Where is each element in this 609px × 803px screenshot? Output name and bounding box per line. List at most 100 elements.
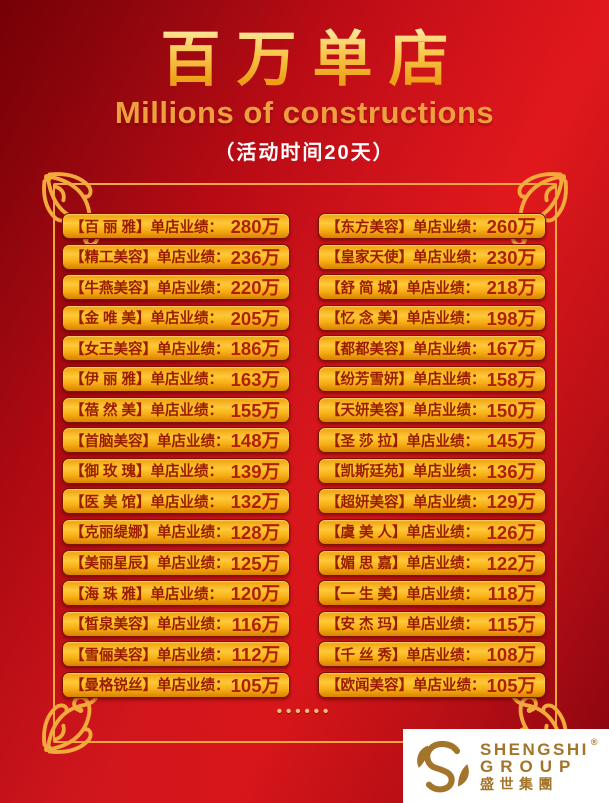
store-name-label: 【忆 念 美】单店业绩： xyxy=(326,311,480,328)
store-result-badge: 【东方美容】单店业绩： 260万 xyxy=(318,213,546,239)
store-name-label: 【百 丽 雅】单店业绩： xyxy=(70,219,224,236)
store-name-label: 【精工美容】单店业绩： xyxy=(70,250,230,267)
store-name-label: 【曼格锐丝】单店业绩： xyxy=(70,678,230,695)
store-performance-value: 167万 xyxy=(486,338,536,360)
store-result-badge: 【虞 美 人】单店业绩： 126万 xyxy=(318,518,546,545)
store-result-badge: 【首脑美容】单店业绩： 148万 xyxy=(62,427,290,454)
store-result-badge: 【圣 莎 拉】单店业绩： 145万 xyxy=(318,427,546,454)
page-title: 百万单店 xyxy=(16,28,609,91)
store-name-label: 【纷芳雪妍】单店业绩： xyxy=(326,372,486,389)
page-subtitle: Millions of constructions xyxy=(114,95,495,130)
logo-text: SHENGSHI ® GROUP 盛世集團 xyxy=(480,736,600,793)
store-result-badge: 【蓓 然 美】单店业绩： 155万 xyxy=(62,396,290,423)
store-performance-value: 220万 xyxy=(230,277,280,299)
store-performance-value: 126万 xyxy=(486,521,536,543)
store-performance-value: 155万 xyxy=(230,399,280,421)
store-name-label: 【美丽星辰】单店业绩： xyxy=(70,556,230,573)
store-name-label: 【御 玫 瑰】单店业绩： xyxy=(70,464,224,481)
store-name-label: 【都都美容】单店业绩： xyxy=(326,341,486,358)
poster-header: 百万单店 Millions of constructions （活动时间20天） xyxy=(0,28,609,165)
store-performance-value: 112万 xyxy=(231,644,280,666)
store-performance-value: 105万 xyxy=(230,674,280,696)
store-performance-value: 139万 xyxy=(230,460,280,482)
store-name-label: 【虞 美 人】单店业绩： xyxy=(326,525,480,542)
store-name-label: 【欧闻美容】单店业绩： xyxy=(326,678,486,695)
store-name-label: 【首脑美容】单店业绩： xyxy=(70,433,230,450)
store-performance-value: 198万 xyxy=(486,307,536,329)
store-name-label: 【东方美容】单店业绩： xyxy=(326,219,486,236)
activity-period-note: （活动时间20天） xyxy=(214,142,395,164)
store-name-label: 【皇家天使】单店业绩： xyxy=(326,250,486,267)
store-name-label: 【海 珠 雅】单店业绩： xyxy=(70,586,224,603)
store-performance-value: 129万 xyxy=(486,491,536,513)
store-result-badge: 【牛燕美容】单店业绩： 220万 xyxy=(62,274,290,301)
store-name-label: 【女王美容】单店业绩： xyxy=(70,341,230,358)
store-performance-value: 120万 xyxy=(230,583,280,605)
company-logo: SHENGSHI ® GROUP 盛世集團 xyxy=(403,729,609,803)
store-result-badge: 【凯斯廷苑】单店业绩： 136万 xyxy=(318,457,546,484)
store-performance-value: 236万 xyxy=(230,246,280,268)
store-performance-value: 136万 xyxy=(486,460,536,482)
store-performance-value: 230万 xyxy=(486,246,536,268)
store-result-badge: 【忆 念 美】单店业绩： 198万 xyxy=(318,304,546,331)
store-name-label: 【媚 思 嘉】单店业绩： xyxy=(326,556,480,573)
store-performance-value: 186万 xyxy=(230,338,280,360)
store-name-label: 【凯斯廷苑】单店业绩： xyxy=(326,464,486,481)
store-performance-value: 150万 xyxy=(486,399,536,421)
store-result-badge: 【伊 丽 雅】单店业绩： 163万 xyxy=(62,365,290,392)
store-performance-value: 280万 xyxy=(230,216,280,237)
pill-column-left: 【百 丽 雅】单店业绩： 280万 【精工美容】单店业绩： 236万 【牛燕美容… xyxy=(62,213,290,698)
store-performance-value: 205万 xyxy=(230,307,280,329)
shengshi-s-mark-icon xyxy=(414,738,472,794)
store-result-badge: 【医 美 馆】单店业绩： 132万 xyxy=(62,488,290,515)
store-result-badge: 【金 唯 美】单店业绩： 205万 xyxy=(62,304,290,331)
store-result-badge: 【女王美容】单店业绩： 186万 xyxy=(62,335,290,362)
store-name-label: 【金 唯 美】单店业绩： xyxy=(70,311,224,328)
store-name-label: 【医 美 馆】单店业绩： xyxy=(70,494,224,511)
store-result-badge: 【精工美容】单店业绩： 236万 xyxy=(62,243,290,270)
store-result-badge: 【超妍美容】单店业绩： 129万 xyxy=(318,488,546,515)
store-performance-value: 116万 xyxy=(231,613,280,635)
store-result-badge: 【舒 简 城】单店业绩： 218万 xyxy=(318,274,546,301)
store-name-label: 【皙泉美容】单店业绩： xyxy=(70,617,230,634)
store-result-badge: 【御 玫 瑰】单店业绩： 139万 xyxy=(62,457,290,484)
store-name-label: 【蓓 然 美】单店业绩： xyxy=(70,403,224,420)
store-result-badge: 【天妍美容】单店业绩： 150万 xyxy=(318,396,546,423)
store-name-label: 【安 杰 玛】单店业绩： xyxy=(326,617,480,634)
store-name-label: 【超妍美容】单店业绩： xyxy=(326,494,486,511)
store-result-badge: 【皙泉美容】单店业绩： 116万 xyxy=(62,610,290,637)
store-result-badge: 【欧闻美容】单店业绩： 105万 xyxy=(318,671,546,698)
store-name-label: 【舒 简 城】单店业绩： xyxy=(326,280,480,297)
store-performance-value: 158万 xyxy=(486,368,536,390)
store-result-badge: 【百 丽 雅】单店业绩： 280万 xyxy=(62,213,290,239)
logo-name-en-line2: GROUP xyxy=(480,756,578,776)
store-performance-value: 122万 xyxy=(486,552,536,574)
store-performance-value: 260万 xyxy=(486,216,536,237)
store-performance-value: 118万 xyxy=(487,583,536,605)
store-name-label: 【雪俪美容】单店业绩： xyxy=(70,647,230,664)
registered-mark: ® xyxy=(590,736,600,747)
store-performance-value: 145万 xyxy=(486,430,536,452)
store-result-badge: 【美丽星辰】单店业绩： 125万 xyxy=(62,549,290,576)
store-result-badge: 【都都美容】单店业绩： 167万 xyxy=(318,335,546,362)
store-performance-value: 108万 xyxy=(486,644,536,666)
store-performance-value: 132万 xyxy=(230,491,280,513)
store-performance-value: 163万 xyxy=(230,368,280,390)
store-result-badge: 【皇家天使】单店业绩： 230万 xyxy=(318,243,546,270)
store-name-label: 【千 丝 秀】单店业绩： xyxy=(326,647,480,664)
store-name-label: 【克丽缇娜】单店业绩： xyxy=(70,525,230,542)
store-performance-value: 115万 xyxy=(487,613,536,635)
store-name-label: 【一 生 美】单店业绩： xyxy=(326,586,480,603)
results-list: 【百 丽 雅】单店业绩： 280万 【精工美容】单店业绩： 236万 【牛燕美容… xyxy=(62,213,546,698)
logo-name-cn: 盛世集團 xyxy=(480,776,559,793)
store-result-badge: 【一 生 美】单店业绩： 118万 xyxy=(318,580,546,607)
store-name-label: 【伊 丽 雅】单店业绩： xyxy=(70,372,224,389)
logo-name-en-line1: SHENGSHI ® xyxy=(480,736,600,759)
store-result-badge: 【千 丝 秀】单店业绩： 108万 xyxy=(318,641,546,668)
store-performance-value: 125万 xyxy=(230,552,280,574)
ornamental-frame xyxy=(53,183,557,743)
store-result-badge: 【海 珠 雅】单店业绩： 120万 xyxy=(62,580,290,607)
store-name-label: 【天妍美容】单店业绩： xyxy=(326,403,486,420)
store-result-badge: 【纷芳雪妍】单店业绩： 158万 xyxy=(318,365,546,392)
